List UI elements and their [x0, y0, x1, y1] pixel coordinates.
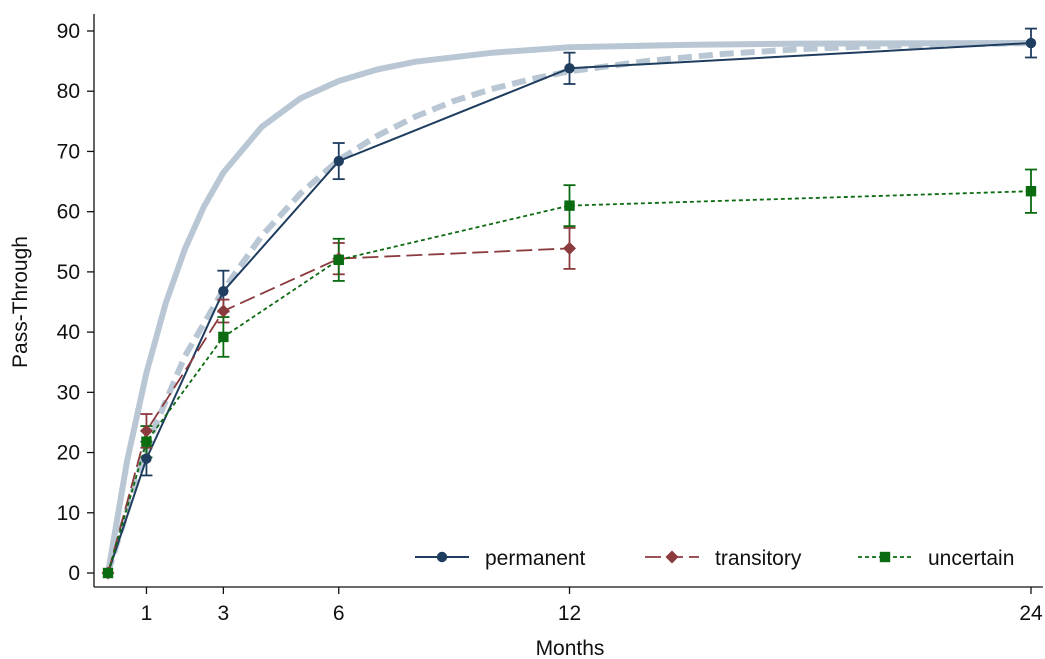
x-tick-label: 12 [558, 602, 581, 625]
marker-permanent [1025, 37, 1037, 49]
marker-uncertain [564, 200, 575, 211]
legend: permanent transitory uncertain [415, 547, 1014, 570]
legend-label-transitory: transitory [715, 547, 802, 570]
y-tick-label: 30 [57, 381, 80, 404]
reference-curve-1 [105, 40, 1032, 574]
x-axis-title: Months [536, 637, 605, 659]
marker-uncertain [1025, 185, 1037, 197]
marker-uncertain [141, 436, 152, 447]
marker-transitory [563, 241, 576, 255]
error-bars [140, 27, 1037, 477]
x-axis-ticks: 1 3 6 12 24 [141, 587, 1043, 625]
series-line-transitory [107, 247, 570, 574]
marker-uncertain [218, 331, 229, 343]
y-tick-label: 40 [57, 321, 80, 344]
y-axis-ticks: 0 10 20 30 40 50 60 70 80 90 [57, 20, 94, 585]
marker-permanent [333, 155, 344, 167]
legend-label-uncertain: uncertain [928, 547, 1014, 570]
y-tick-label: 70 [57, 140, 80, 163]
y-tick-label: 20 [57, 442, 80, 465]
series-lines [107, 42, 1032, 574]
axes: 0 10 20 30 40 50 60 70 80 90 1 3 6 12 24 Pass-Through… [9, 14, 1043, 659]
marker-transitory [139, 424, 153, 438]
y-tick-label: 50 [57, 261, 80, 284]
reference-curve-2 [105, 40, 1032, 574]
legend-marker-permanent [436, 551, 448, 563]
y-tick-label: 80 [57, 80, 80, 103]
x-tick-label: 1 [141, 602, 153, 625]
legend-marker-uncertain [879, 551, 891, 563]
y-tick-label: 0 [68, 562, 80, 585]
marker-uncertain [102, 567, 114, 579]
marker-transitory [216, 304, 230, 318]
x-tick-label: 24 [1019, 602, 1043, 625]
x-tick-label: 6 [333, 602, 345, 625]
y-tick-label: 10 [57, 502, 80, 525]
marker-permanent [564, 63, 575, 74]
y-tick-label: 90 [57, 20, 80, 43]
y-axis-title: Pass-Through [9, 236, 32, 368]
marker-uncertain [333, 254, 344, 266]
legend-label-permanent: permanent [485, 547, 586, 570]
x-tick-label: 3 [218, 602, 230, 625]
marker-permanent [218, 285, 229, 297]
series-markers [101, 37, 1037, 580]
reference-curves [105, 40, 1032, 574]
legend-marker-transitory [665, 550, 679, 564]
y-tick-label: 60 [57, 201, 80, 224]
series-line-uncertain [107, 190, 1032, 574]
marker-permanent [141, 453, 152, 464]
series-line-permanent [107, 42, 1032, 574]
